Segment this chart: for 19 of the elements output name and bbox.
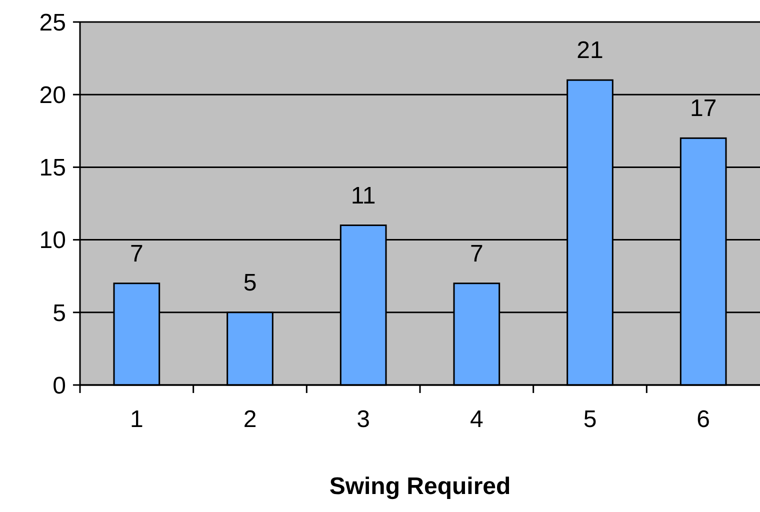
y-tick-label: 10 [39,227,66,254]
x-tick-label: 5 [583,406,597,433]
y-tick-label: 20 [39,82,66,109]
data-label: 17 [690,95,717,122]
data-label: 7 [470,240,484,268]
y-tick-label: 5 [52,300,66,327]
x-axis-title: Swing Required [329,473,511,500]
y-tick-label: 0 [52,372,66,400]
y-tick-label: 25 [39,9,66,36]
data-label: 5 [243,269,257,296]
data-label: 7 [130,240,144,268]
data-label: 11 [350,182,376,210]
x-tick-label: 2 [243,406,257,433]
x-tick-label: 6 [696,406,710,433]
x-tick-label: 4 [470,406,484,433]
x-tick-label: 3 [356,406,370,433]
x-tick-label: 1 [130,406,144,433]
data-label: 21 [576,37,604,64]
y-tick-label: 15 [39,154,66,182]
